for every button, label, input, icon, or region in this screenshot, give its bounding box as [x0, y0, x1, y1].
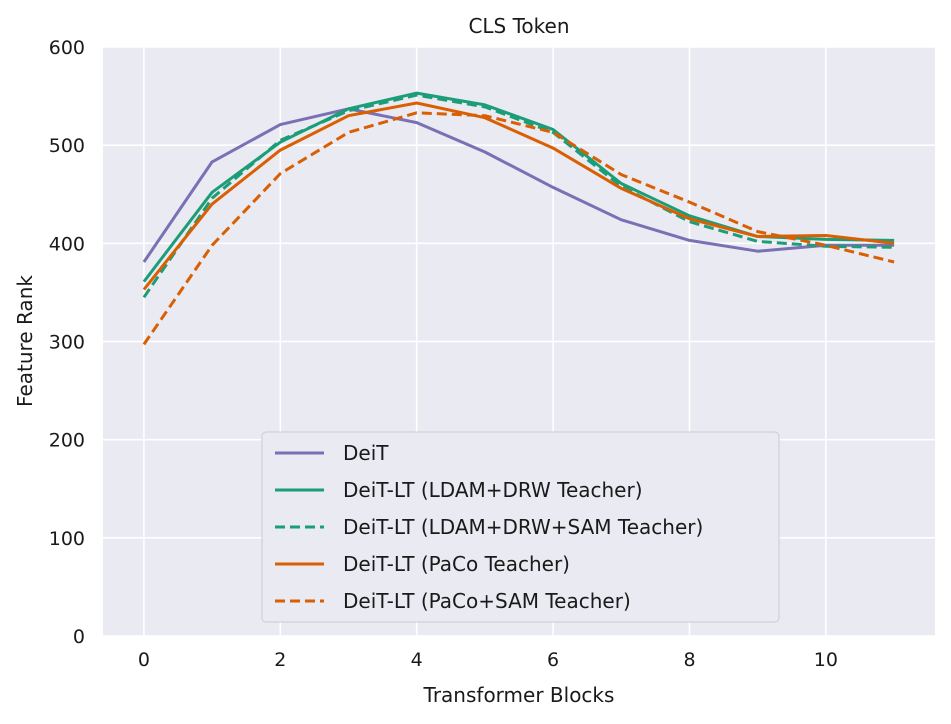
legend-label: DeiT-LT (PaCo Teacher) [343, 552, 570, 576]
y-tick-label: 500 [49, 135, 85, 157]
legend-box [261, 431, 780, 623]
x-tick-label: 0 [138, 649, 150, 671]
x-tick-label: 4 [411, 649, 423, 671]
x-axis-label: Transformer Blocks [423, 683, 615, 707]
legend: DeiT DeiT-LT (LDAM+DRW Teacher) DeiT-LT (L… [261, 431, 780, 623]
series-line-3 [142, 93, 895, 299]
legend-label: DeiT-LT (PaCo+SAM Teacher) [343, 589, 631, 613]
x-tick-label: 10 [814, 649, 838, 671]
legend-label: DeiT-LT (LDAM+DRW+SAM Teacher) [343, 515, 703, 539]
y-tick-label: 200 [49, 430, 85, 452]
y-tick-label: 300 [49, 332, 85, 354]
x-tick-label: 2 [274, 649, 286, 671]
y-tick-label: 100 [49, 528, 85, 550]
x-tick-label: 6 [547, 649, 559, 671]
y-tick-label: 400 [49, 233, 85, 255]
series-line-4 [142, 101, 895, 291]
series-line-5 [142, 111, 895, 346]
y-axis-label: Feature Rank [13, 275, 37, 407]
legend-label: DeiT [343, 441, 389, 465]
series-line-1 [142, 107, 895, 263]
series-lines [142, 91, 895, 346]
y-tick-label: 0 [73, 626, 85, 648]
chart-title: CLS Token [468, 14, 569, 38]
x-tick-label: 8 [683, 649, 695, 671]
y-tick-label: 600 [49, 37, 85, 59]
legend-label: DeiT-LT (LDAM+DRW Teacher) [343, 478, 643, 502]
